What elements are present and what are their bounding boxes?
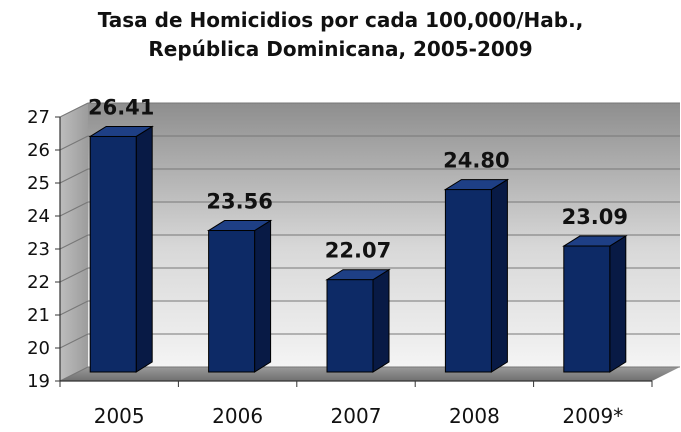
data-label: 23.09 <box>562 205 628 229</box>
bar-front-face <box>326 279 374 373</box>
gridline-side <box>59 366 89 382</box>
x-tick-label: 2005 <box>94 404 145 428</box>
y-tick-label: 27 <box>27 107 50 128</box>
bar <box>325 268 391 373</box>
y-tick-label: 20 <box>27 338 50 359</box>
chart-title: Tasa de Homicidios por cada 100,000/Hab.… <box>0 6 681 64</box>
y-tick-label: 21 <box>27 305 50 326</box>
gridline-side <box>59 102 89 118</box>
y-tick-label: 19 <box>27 371 50 392</box>
y-tick-label: 23 <box>27 239 50 260</box>
gridline-side <box>59 267 89 283</box>
data-label: 23.56 <box>206 190 272 214</box>
bar <box>88 125 154 373</box>
bar-front-face <box>208 230 256 373</box>
bar-side-face <box>372 268 390 373</box>
chart-title-line-1: Tasa de Homicidios por cada 100,000/Hab.… <box>97 8 584 32</box>
x-tick-label: 2006 <box>212 404 263 428</box>
bar-front-face <box>563 245 611 373</box>
chart-title-line-2: República Dominicana, 2005-2009 <box>148 37 533 61</box>
gridline-side <box>59 135 89 151</box>
x-tick-label: 2008 <box>449 404 500 428</box>
bar <box>443 178 510 373</box>
bar-side-face <box>135 125 153 373</box>
y-tick-label: 25 <box>27 173 50 194</box>
bar <box>206 219 273 373</box>
data-label: 26.41 <box>88 95 154 119</box>
y-tick-label: 24 <box>27 206 50 227</box>
bar-front-face <box>444 189 492 373</box>
x-tick-label: 2009* <box>562 404 623 428</box>
bar-front-face <box>89 135 137 373</box>
data-label: 24.80 <box>443 149 509 173</box>
bar-side-face <box>609 235 627 373</box>
gridline-side <box>59 300 89 316</box>
gridline-side <box>59 201 89 217</box>
bar-side-face <box>490 178 508 373</box>
gridline-side <box>59 333 89 349</box>
y-tick-label: 22 <box>27 272 50 293</box>
bar-side-face <box>254 219 272 373</box>
data-label: 22.07 <box>325 239 391 263</box>
bar <box>562 235 628 373</box>
x-tick-label: 2007 <box>331 404 382 428</box>
gridline-side <box>59 168 89 184</box>
gridline-side <box>59 234 89 250</box>
y-tick-label: 26 <box>27 140 50 161</box>
